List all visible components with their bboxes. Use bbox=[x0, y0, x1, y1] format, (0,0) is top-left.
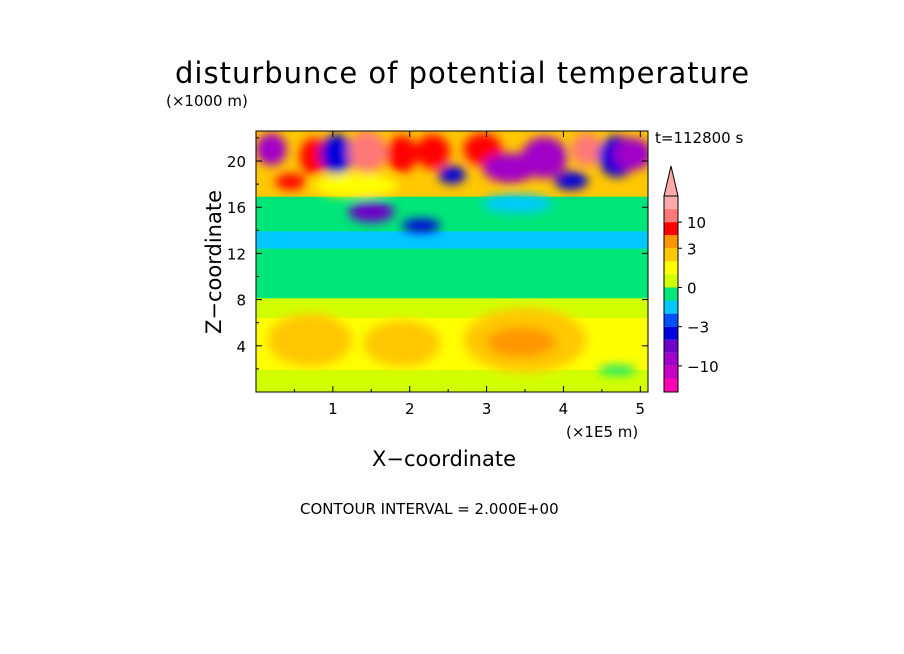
colorbar-segment-0 bbox=[664, 378, 678, 392]
field-anomaly-11 bbox=[299, 137, 328, 175]
chart-title: disturbunce of potential temperature bbox=[175, 56, 751, 90]
plot-area bbox=[256, 131, 648, 392]
y-tick-label-2: 12 bbox=[227, 245, 246, 263]
field-band-0 bbox=[256, 367, 648, 392]
colorbar-segment-14 bbox=[664, 196, 678, 210]
colorbar-label-4: −10 bbox=[687, 358, 719, 376]
y-axis-unit: (×1000 m) bbox=[166, 92, 248, 110]
x-axis-label: X−coordinate bbox=[372, 447, 516, 471]
colorbar-segment-3 bbox=[664, 339, 678, 353]
field-anomaly-3 bbox=[486, 327, 556, 358]
field-anomaly-0 bbox=[267, 313, 353, 367]
x-tick-label-0: 1 bbox=[328, 400, 338, 418]
colorbar: 10 3 0 −3 −10 bbox=[663, 165, 719, 393]
time-label: t=112800 s bbox=[655, 129, 744, 147]
colorbar-segment-2 bbox=[664, 352, 678, 366]
colorbar-frame bbox=[663, 195, 679, 393]
colorbar-segment-9 bbox=[664, 261, 678, 275]
y-tick-label-3: 16 bbox=[227, 199, 246, 217]
y-tick-label-1: 8 bbox=[236, 292, 246, 310]
colorbar-segment-11 bbox=[664, 235, 678, 249]
field-anomaly-10 bbox=[275, 173, 306, 190]
field-anomaly-7 bbox=[482, 194, 552, 213]
plot-frame bbox=[255, 130, 649, 393]
x-axis: 1 2 3 4 5 bbox=[293, 131, 646, 418]
field-anomaly-8 bbox=[598, 365, 637, 375]
field-anomaly-19 bbox=[521, 136, 568, 179]
field-anomaly-16 bbox=[438, 165, 466, 185]
colorbar-extension bbox=[663, 165, 679, 197]
field-anomaly-1 bbox=[363, 320, 441, 367]
colorbar-segment-1 bbox=[664, 365, 678, 379]
y-tick-label-4: 20 bbox=[227, 153, 246, 171]
field-anomaly-13 bbox=[348, 131, 387, 173]
colorbar-segment-12 bbox=[664, 222, 678, 236]
colorbar-segment-7 bbox=[664, 287, 678, 301]
colorbar-label-1: 3 bbox=[687, 240, 697, 258]
x-axis-unit: (×1E5 m) bbox=[566, 423, 639, 441]
colorbar-label-3: −3 bbox=[687, 319, 709, 337]
field-anomaly-12 bbox=[319, 134, 354, 174]
colorbar-segment-13 bbox=[664, 209, 678, 223]
field-anomaly-21 bbox=[571, 133, 602, 166]
field-band-5 bbox=[256, 194, 648, 232]
y-axis: 4 8 12 16 20 bbox=[227, 137, 648, 370]
colorbar-label-0: 10 bbox=[687, 214, 706, 232]
x-tick-label-3: 4 bbox=[559, 400, 569, 418]
field-anomaly-4 bbox=[313, 173, 399, 197]
field-anomaly-20 bbox=[554, 171, 589, 190]
field-anomaly-9 bbox=[256, 133, 287, 166]
field-band-4 bbox=[256, 229, 648, 249]
colorbar-segment-8 bbox=[664, 274, 678, 288]
contour-interval-label: CONTOUR INTERVAL = 2.000E+00 bbox=[300, 500, 559, 518]
x-tick-label-1: 2 bbox=[405, 400, 415, 418]
colorbar-segment-4 bbox=[664, 326, 678, 340]
y-axis-label: Z−coordinate bbox=[202, 190, 226, 334]
field-anomaly-23 bbox=[613, 137, 648, 171]
field-band-3 bbox=[256, 246, 648, 299]
colorbar-segment-6 bbox=[664, 300, 678, 314]
field-anomaly-5 bbox=[348, 201, 395, 223]
colorbar-segment-10 bbox=[664, 248, 678, 262]
colorbar-segment-5 bbox=[664, 313, 678, 327]
field-anomalies bbox=[256, 131, 648, 375]
field-anomaly-6 bbox=[402, 218, 441, 233]
x-tick-label-4: 5 bbox=[636, 400, 646, 418]
y-tick-label-0: 4 bbox=[236, 338, 246, 356]
field-anomaly-14 bbox=[386, 135, 418, 173]
x-tick-label-2: 3 bbox=[482, 400, 492, 418]
colorbar-label-2: 0 bbox=[687, 279, 697, 297]
field-anomaly-15 bbox=[415, 134, 450, 170]
